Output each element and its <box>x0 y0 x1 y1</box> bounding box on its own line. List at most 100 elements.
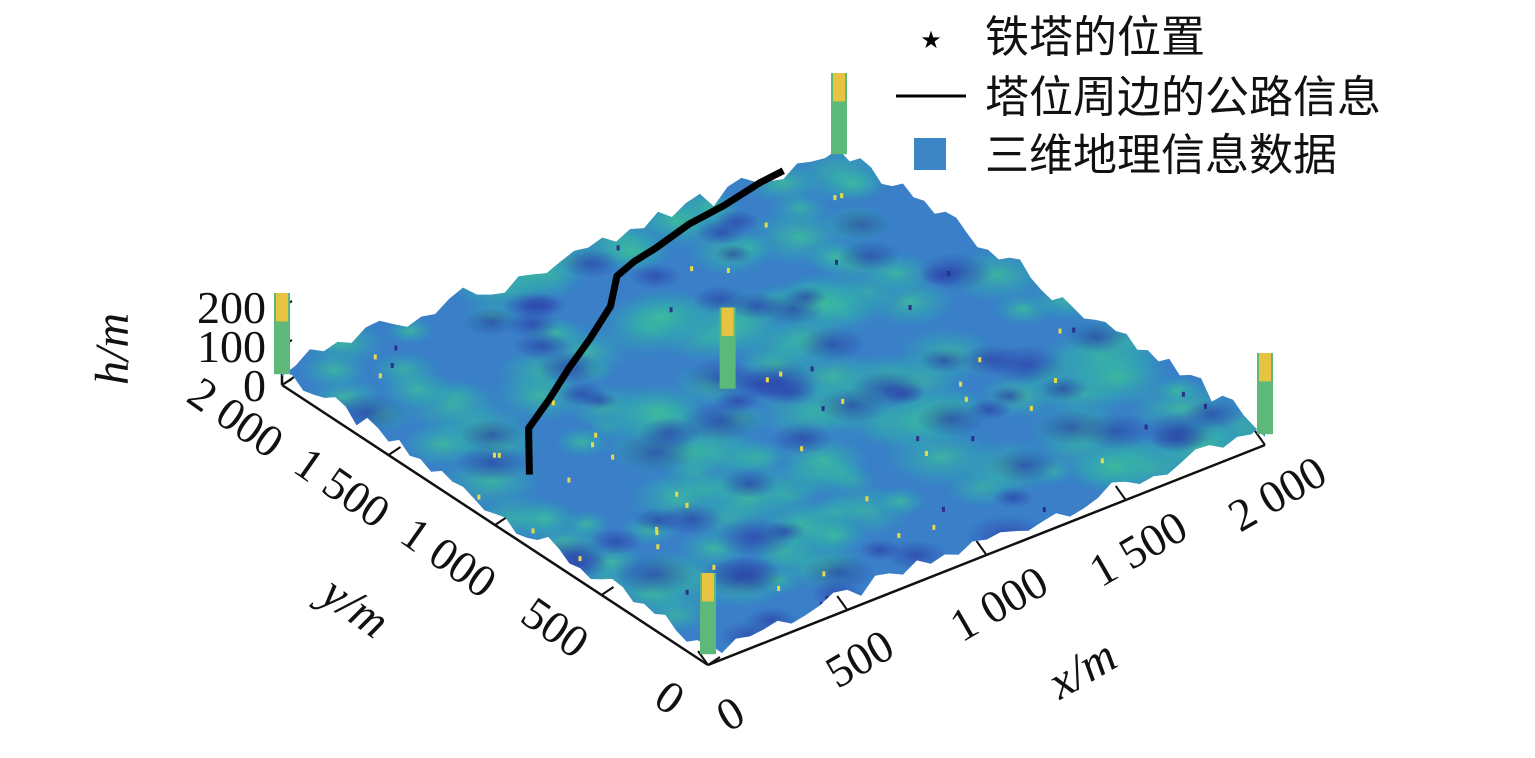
terrain-hill <box>795 513 875 557</box>
terrain-speckle <box>819 601 823 607</box>
legend-label-tower: 铁塔的位置 <box>985 12 1205 63</box>
tower-spike-top <box>833 73 845 102</box>
tower-marker <box>700 573 716 655</box>
surface-bumps <box>290 148 1265 653</box>
terrain-speckle <box>656 544 660 550</box>
terrain-speckle <box>916 436 920 442</box>
terrain-valley <box>959 344 1021 375</box>
tower-spike-top <box>721 307 734 336</box>
terrain-speckle <box>865 496 869 502</box>
terrain-speckle <box>590 442 594 448</box>
x-axis-label-text: x/m <box>1038 629 1125 710</box>
y-axis-label-text: y/m <box>308 563 399 649</box>
terrain-speckle <box>1029 405 1033 411</box>
terrain-valley <box>1038 376 1088 402</box>
terrain-speckle <box>712 564 716 570</box>
x-tick-mark <box>1254 430 1266 446</box>
terrain-valley <box>802 554 876 591</box>
terrain-speckle <box>959 381 963 387</box>
terrain-valley <box>992 487 1034 508</box>
terrain-valley <box>885 539 947 571</box>
legend-label-surface: 三维地理信息数据 <box>985 130 1337 181</box>
road-path <box>525 167 785 475</box>
x-tick-mark <box>836 595 849 611</box>
terrain-speckle <box>908 305 912 311</box>
y-tick-mark <box>494 516 508 526</box>
terrain-speckle <box>477 494 481 500</box>
terrain-valley <box>760 377 818 406</box>
h-tick-label: 0 <box>243 360 266 411</box>
terrain-speckle <box>840 193 844 199</box>
terrain-valley <box>512 331 572 361</box>
x-axis-label: x/m <box>1038 629 1125 710</box>
terrain-valley <box>613 553 696 595</box>
terrain-valley <box>714 244 752 264</box>
h-axis-label: h/m <box>86 313 139 385</box>
tower-marker <box>831 73 847 155</box>
terrain-valley <box>989 448 1059 483</box>
terrain-speckle <box>390 362 394 368</box>
terrain-speckle <box>690 266 694 272</box>
terrain-speckle <box>655 526 659 532</box>
terrain-valley <box>1078 412 1153 450</box>
h-tick-label: 200 <box>197 282 266 333</box>
terrain-valley <box>919 347 969 373</box>
x-tick-label: 1 000 <box>941 556 1056 652</box>
terrain-speckle <box>800 446 804 452</box>
y-tick-mark <box>707 656 721 666</box>
terrain-speckle <box>841 398 845 404</box>
terrain-speckle <box>1054 377 1058 383</box>
terrain-valley <box>454 444 530 482</box>
terrain-speckle <box>726 267 730 273</box>
terrain-speckle <box>492 452 496 458</box>
terrain-valley <box>695 219 747 246</box>
terrain-speckle <box>924 450 928 456</box>
legend: ★ 铁塔的位置 塔位周边的公路信息 三维地理信息数据 <box>896 12 1381 181</box>
terrain-valley <box>968 398 1012 421</box>
terrain-speckle <box>978 357 982 363</box>
x-tick-label: 1 500 <box>1080 501 1195 597</box>
terrain-hill <box>549 423 615 460</box>
tower-markers <box>274 73 1273 655</box>
terrain-speckle <box>675 491 679 497</box>
terrain-hill <box>1058 435 1171 498</box>
terrain-hill <box>868 484 932 519</box>
terrain-speckle <box>1181 391 1185 397</box>
terrain-hill <box>1052 342 1182 414</box>
terrain-speckle <box>825 595 829 601</box>
y-tick-label: 2 000 <box>179 367 293 468</box>
x-tick-label: 2 000 <box>1220 446 1335 542</box>
terrain-speckle <box>897 533 901 539</box>
terrain-speckle <box>616 245 620 251</box>
terrain-valley <box>629 263 681 290</box>
legend-star-icon: ★ <box>920 26 942 54</box>
tower-spike-top <box>1259 353 1271 382</box>
tower-spike-top <box>276 293 288 322</box>
h-axis-label-text: h/m <box>86 313 139 385</box>
terrain-speckle <box>378 373 382 379</box>
terrain-speckle <box>833 195 837 201</box>
x-tick-label: 500 <box>817 619 902 698</box>
legend-square-icon <box>914 138 946 170</box>
terrain-speckle <box>685 502 689 508</box>
terrain-hill <box>381 314 440 347</box>
terrain-speckle <box>1058 328 1062 334</box>
y-tick-mark <box>387 446 402 456</box>
y-axis-label: y/m <box>308 563 399 649</box>
terrain-speckle <box>932 524 936 530</box>
terrain-valley <box>463 307 520 336</box>
legend-label-road: 塔位周边的公路信息 <box>985 72 1381 123</box>
x-tick-mark <box>1114 485 1127 501</box>
terrain-hill <box>505 496 586 541</box>
terrain-valley <box>638 417 701 449</box>
terrain-speckle <box>594 432 598 438</box>
terrain-valley <box>785 286 828 308</box>
terrain-speckle <box>821 406 825 412</box>
terrain-speckle <box>834 259 838 265</box>
terrain-speckle <box>941 506 945 512</box>
terrain-speckle <box>655 530 659 536</box>
terrain-valley <box>714 389 761 413</box>
x-tick-mark <box>975 540 988 556</box>
terrain-speckle <box>765 377 769 383</box>
